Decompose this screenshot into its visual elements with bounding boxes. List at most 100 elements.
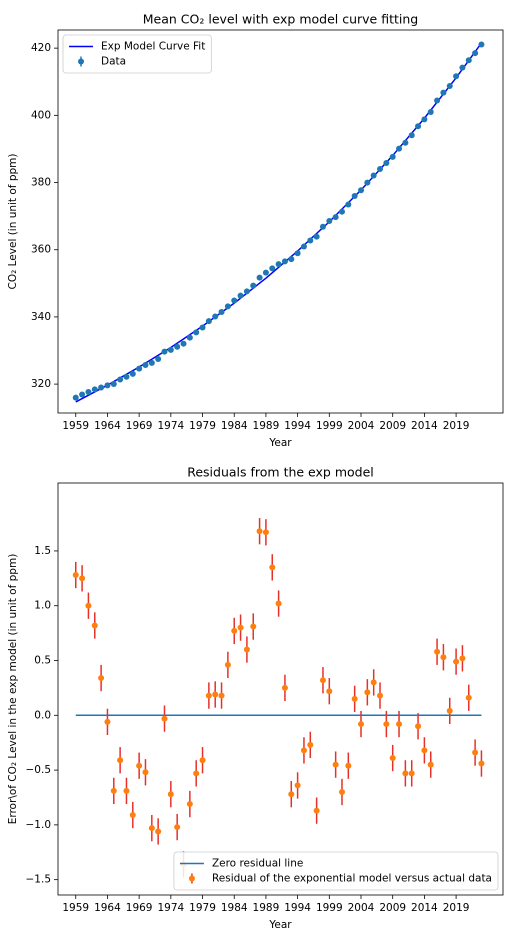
data-point xyxy=(351,193,358,200)
data-point xyxy=(377,166,384,173)
y-tick-label: 420 xyxy=(31,42,51,54)
x-tick-label: 1964 xyxy=(94,420,121,432)
data-point xyxy=(79,575,86,582)
data-point xyxy=(161,348,168,355)
data-point xyxy=(193,770,200,777)
data-point xyxy=(307,741,314,748)
data-point xyxy=(269,265,276,272)
x-tick-label: 1984 xyxy=(221,420,248,432)
x-tick-label: 2009 xyxy=(379,902,406,914)
data-point xyxy=(364,689,371,696)
data-point xyxy=(148,359,155,366)
data-point xyxy=(174,343,181,350)
x-tick-label: 2009 xyxy=(379,420,406,432)
data-point xyxy=(345,201,352,208)
y-tick-label: 1.0 xyxy=(34,600,51,612)
data-point xyxy=(104,382,111,389)
x-axis-label: Year xyxy=(268,919,292,931)
data-point xyxy=(167,346,174,353)
plot-area xyxy=(57,482,504,896)
data-point xyxy=(465,694,472,701)
data-point xyxy=(319,223,326,230)
data-point xyxy=(262,529,269,536)
data-point xyxy=(459,64,466,71)
data-point xyxy=(91,386,98,393)
data-point xyxy=(421,747,428,754)
data-point xyxy=(205,692,212,699)
data-point xyxy=(117,757,124,764)
plot-area xyxy=(57,29,504,414)
y-tick-label: −1.0 xyxy=(26,819,52,831)
data-point xyxy=(218,692,225,699)
data-point xyxy=(129,812,136,819)
data-point xyxy=(472,50,479,57)
chart-title: Residuals from the exp model xyxy=(187,465,374,480)
x-tick-label: 1959 xyxy=(62,420,89,432)
data-point xyxy=(402,139,409,146)
data-point xyxy=(332,761,339,768)
x-tick-label: 1979 xyxy=(189,902,216,914)
data-point xyxy=(110,787,117,794)
data-point xyxy=(98,675,105,682)
data-point xyxy=(250,623,257,630)
y-tick-label: 0.5 xyxy=(34,655,51,667)
legend-box xyxy=(62,34,212,74)
data-point xyxy=(415,723,422,730)
legend-box xyxy=(173,851,499,891)
data-point xyxy=(351,695,358,702)
data-point xyxy=(85,602,92,609)
data-point xyxy=(313,807,320,814)
data-point xyxy=(281,684,288,691)
data-point xyxy=(415,123,422,130)
data-point xyxy=(472,749,479,756)
data-point xyxy=(313,233,320,240)
data-point xyxy=(91,622,98,629)
data-point xyxy=(237,292,244,299)
data-point xyxy=(326,218,333,225)
data-point xyxy=(396,145,403,152)
data-point xyxy=(224,303,231,310)
data-point xyxy=(478,41,485,48)
x-tick-label: 1999 xyxy=(316,420,343,432)
x-tick-label: 1979 xyxy=(189,420,216,432)
chart-title: Mean CO₂ level with exp model curve fitt… xyxy=(143,12,418,27)
data-point xyxy=(167,791,174,798)
legend-label: Zero residual line xyxy=(212,858,303,870)
x-axis-label: Year xyxy=(268,437,292,449)
x-tick-label: 1994 xyxy=(284,420,311,432)
legend-label: Residual of the exponential model versus… xyxy=(212,873,492,885)
y-tick-label: 320 xyxy=(31,378,51,390)
data-point xyxy=(364,179,371,186)
data-point xyxy=(332,214,339,221)
data-point xyxy=(389,755,396,762)
data-point xyxy=(72,572,79,579)
data-point xyxy=(396,721,403,728)
data-point xyxy=(186,801,193,808)
data-point xyxy=(294,782,301,789)
data-point xyxy=(389,153,396,160)
data-point xyxy=(345,762,352,769)
data-point xyxy=(465,57,472,64)
data-point xyxy=(421,116,428,123)
y-tick-label: 400 xyxy=(31,109,51,121)
data-point xyxy=(338,208,345,215)
data-point xyxy=(237,624,244,631)
y-axis-label: Error\of CO₂ Level in the exp model (in … xyxy=(7,554,19,825)
data-point xyxy=(186,334,193,341)
x-tick-label: 1999 xyxy=(316,902,343,914)
data-point xyxy=(453,73,460,80)
y-tick-label: −0.5 xyxy=(26,764,52,776)
data-point xyxy=(288,791,295,798)
legend: Zero residual line Residual of the expone… xyxy=(173,851,499,891)
data-point xyxy=(212,691,219,698)
data-point xyxy=(408,770,415,777)
data-point xyxy=(440,89,447,96)
y-tick-label: 1.5 xyxy=(34,545,51,557)
x-tick-label: 1959 xyxy=(62,902,89,914)
data-point xyxy=(383,159,390,166)
data-point xyxy=(446,707,453,714)
data-point xyxy=(142,769,149,776)
data-point xyxy=(256,274,263,281)
y-tick-label: 380 xyxy=(31,177,51,189)
